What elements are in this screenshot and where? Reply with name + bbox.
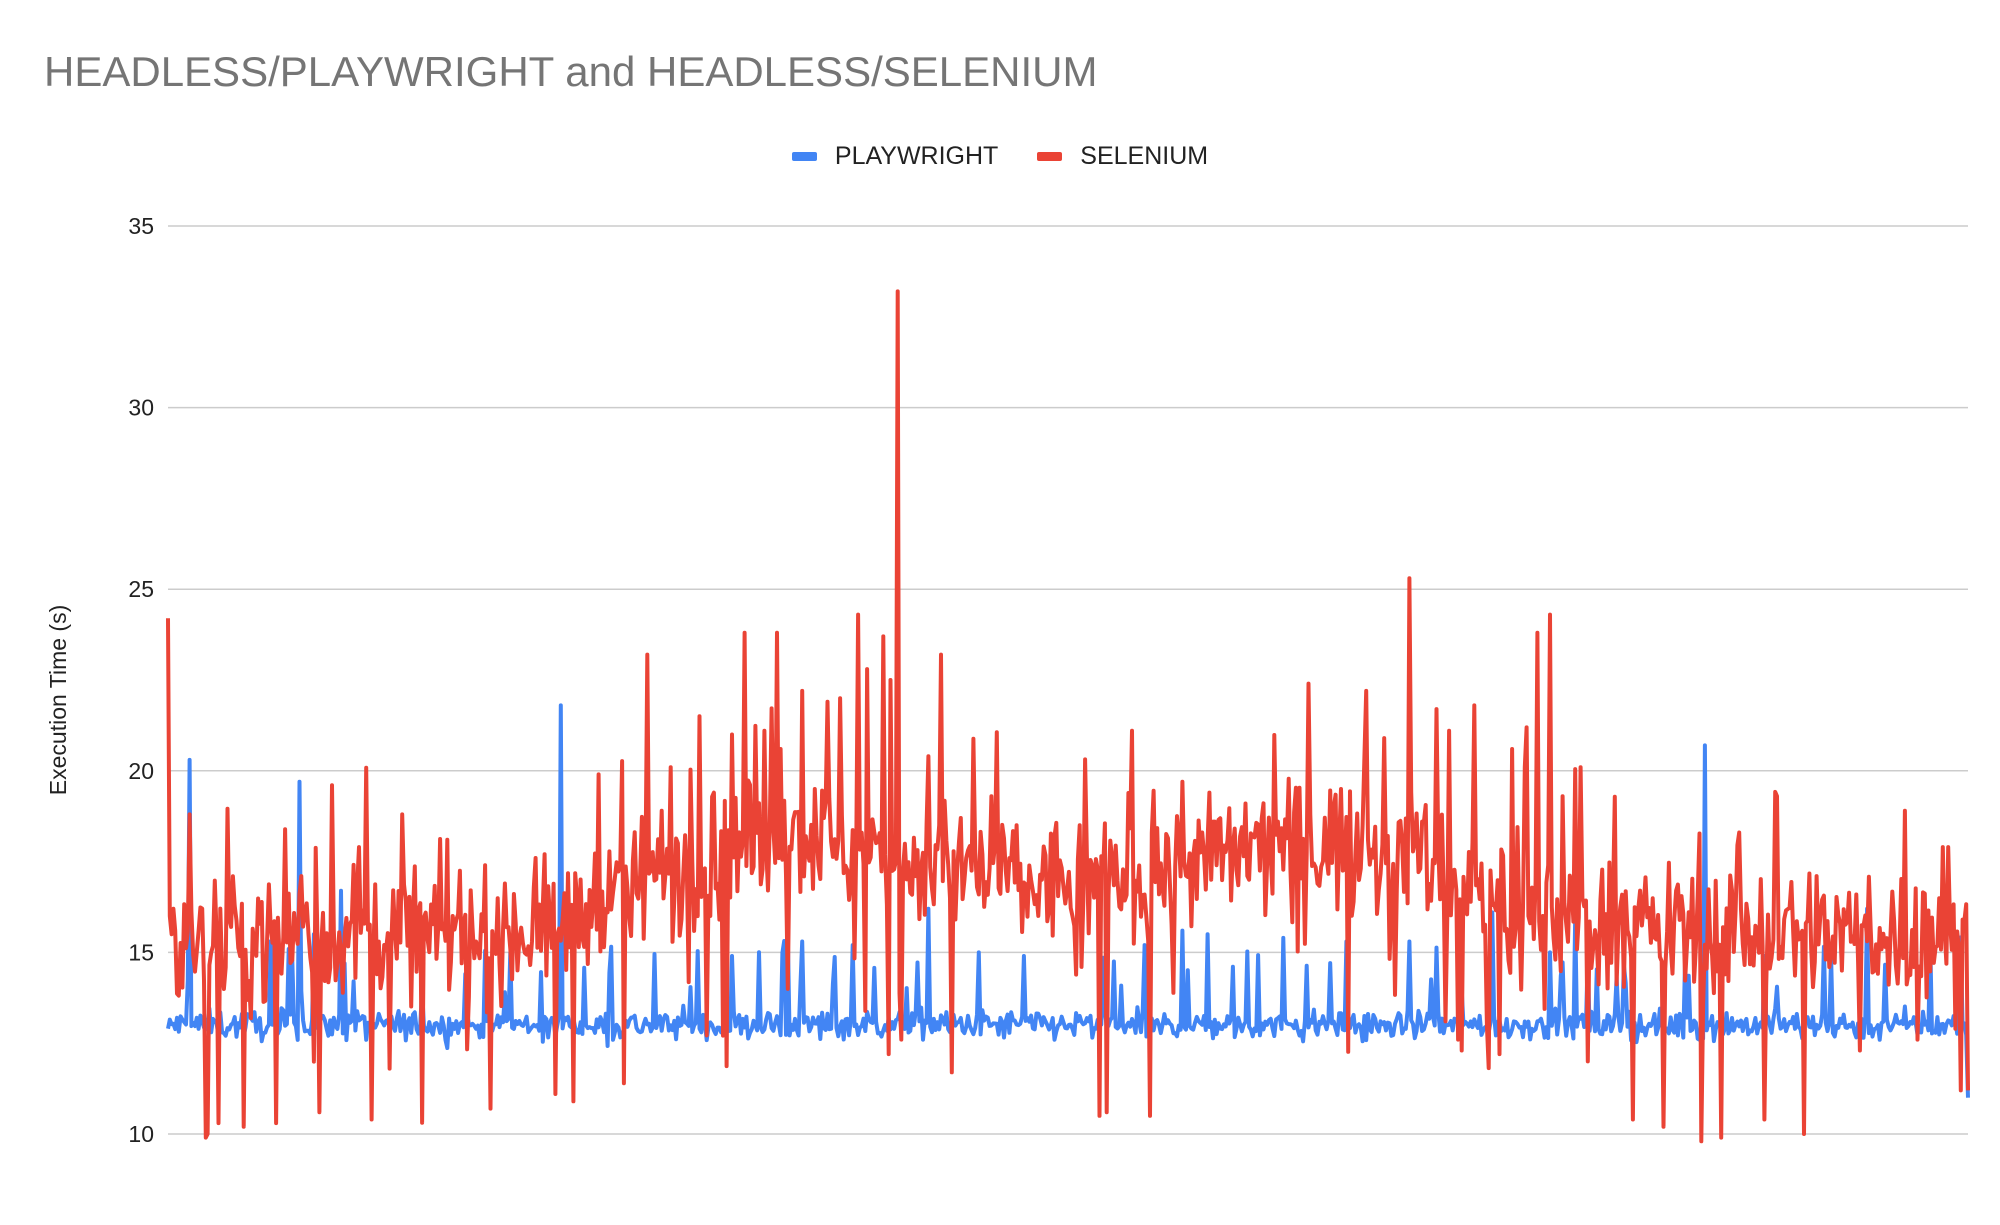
legend: PLAYWRIGHT SELENIUM (0, 139, 2000, 171)
y-tick-label: 35 (128, 213, 154, 239)
series-line-selenium[interactable] (166, 289, 1970, 1144)
y-tick-label: 20 (128, 758, 154, 784)
chart-title: HEADLESS/PLAYWRIGHT and HEADLESS/SELENIU… (44, 48, 1098, 95)
y-tick-label: 15 (128, 939, 154, 965)
y-tick-label: 10 (128, 1121, 154, 1147)
legend-swatch-selenium (1037, 152, 1063, 161)
series-selenium (166, 289, 1970, 1144)
series-layer (166, 289, 1970, 1144)
y-tick-label: 25 (128, 576, 154, 602)
legend-label-selenium: SELENIUM (1080, 142, 1209, 170)
legend-label-playwright: PLAYWRIGHT (834, 142, 999, 170)
legend-swatch-playwright (791, 152, 817, 161)
y-axis-label: Execution Time (s) (45, 605, 71, 795)
legend-item-selenium[interactable]: SELENIUM (1037, 142, 1208, 171)
gridlines (168, 225, 1968, 1135)
y-tick-labels: 10 15 20 25 30 35 (128, 213, 154, 1147)
y-tick-label: 30 (128, 395, 154, 421)
legend-item-playwright[interactable]: PLAYWRIGHT (791, 142, 999, 171)
